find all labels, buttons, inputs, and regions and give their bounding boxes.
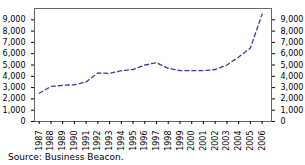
svg-text:1996: 1996 bbox=[140, 131, 149, 151]
svg-text:1993: 1993 bbox=[105, 131, 114, 151]
svg-text:1994: 1994 bbox=[117, 131, 126, 151]
svg-text:5,000: 5,000 bbox=[281, 61, 304, 70]
svg-text:2000: 2000 bbox=[187, 131, 196, 151]
svg-text:0: 0 bbox=[281, 117, 286, 126]
svg-text:2001: 2001 bbox=[199, 131, 208, 151]
svg-text:7,000: 7,000 bbox=[281, 38, 304, 47]
svg-text:1997: 1997 bbox=[152, 131, 161, 151]
svg-text:2004: 2004 bbox=[234, 131, 243, 151]
svg-text:8,000: 8,000 bbox=[3, 27, 26, 36]
svg-text:6,000: 6,000 bbox=[3, 49, 26, 58]
svg-text:3,000: 3,000 bbox=[281, 83, 304, 92]
svg-text:1987: 1987 bbox=[35, 131, 44, 151]
svg-text:1,000: 1,000 bbox=[3, 106, 26, 115]
svg-text:8,000: 8,000 bbox=[281, 27, 304, 36]
svg-text:2006: 2006 bbox=[258, 131, 267, 151]
svg-text:7,000: 7,000 bbox=[3, 38, 26, 47]
svg-text:9,000: 9,000 bbox=[3, 15, 26, 24]
svg-text:1990: 1990 bbox=[70, 131, 79, 151]
svg-text:3,000: 3,000 bbox=[3, 83, 26, 92]
svg-text:6,000: 6,000 bbox=[281, 49, 304, 58]
svg-text:1998: 1998 bbox=[164, 131, 173, 151]
svg-text:1992: 1992 bbox=[93, 131, 102, 151]
svg-text:1995: 1995 bbox=[129, 131, 138, 151]
svg-text:1,000: 1,000 bbox=[281, 106, 304, 115]
html-text:Source: Business Beacon.: Source: Business Beacon. bbox=[8, 152, 124, 162]
svg-text:1989: 1989 bbox=[58, 131, 67, 151]
svg-text:4,000: 4,000 bbox=[3, 72, 26, 81]
svg-text:1999: 1999 bbox=[176, 131, 185, 151]
svg-text:5,000: 5,000 bbox=[3, 61, 26, 70]
svg-text:0: 0 bbox=[20, 117, 25, 126]
svg-text:2002: 2002 bbox=[211, 131, 220, 151]
svg-text:9,000: 9,000 bbox=[281, 15, 304, 24]
svg-text:2,000: 2,000 bbox=[281, 94, 304, 103]
svg-text:4,000: 4,000 bbox=[281, 72, 304, 81]
svg-text:2,000: 2,000 bbox=[3, 94, 26, 103]
svg-text:2005: 2005 bbox=[246, 131, 255, 151]
svg-text:1988: 1988 bbox=[46, 131, 55, 151]
svg-text:2003: 2003 bbox=[222, 131, 231, 151]
svg-text:1991: 1991 bbox=[82, 131, 91, 151]
